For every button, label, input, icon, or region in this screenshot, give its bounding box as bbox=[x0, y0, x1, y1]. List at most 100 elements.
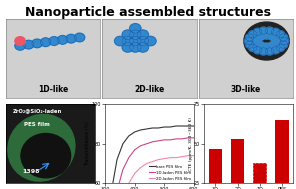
Circle shape bbox=[249, 31, 257, 38]
2D-laden PES film bbox=[163, 157, 166, 160]
Circle shape bbox=[279, 34, 288, 41]
Ellipse shape bbox=[8, 114, 75, 181]
Legend: bare PES film, 1D-laden PES film, 2D-laden PES film: bare PES film, 1D-laden PES film, 2D-lad… bbox=[148, 164, 192, 181]
bare PES film bbox=[174, 125, 178, 127]
Circle shape bbox=[15, 37, 25, 45]
Circle shape bbox=[276, 31, 284, 38]
Circle shape bbox=[271, 46, 280, 54]
Line: 2D-laden PES film: 2D-laden PES film bbox=[105, 156, 194, 189]
Circle shape bbox=[253, 46, 262, 54]
Text: 1D-like: 1D-like bbox=[38, 85, 68, 94]
Circle shape bbox=[244, 22, 289, 60]
Circle shape bbox=[122, 43, 133, 52]
bare PES film bbox=[139, 129, 142, 131]
2D-laden PES film bbox=[174, 156, 178, 159]
Circle shape bbox=[268, 42, 276, 49]
bare PES film bbox=[127, 135, 131, 137]
bare PES film bbox=[145, 128, 148, 130]
2D-laden PES film bbox=[145, 162, 148, 165]
1D-laden PES film bbox=[168, 139, 172, 141]
1D-laden PES film bbox=[174, 138, 178, 140]
1D-laden PES film bbox=[186, 137, 190, 139]
1D-laden PES film bbox=[121, 168, 125, 171]
Circle shape bbox=[245, 41, 254, 48]
bare PES film bbox=[121, 143, 125, 145]
1D-laden PES film bbox=[192, 137, 196, 139]
Circle shape bbox=[259, 27, 268, 34]
Circle shape bbox=[245, 34, 254, 41]
Text: 1398: 1398 bbox=[22, 169, 39, 174]
2D-laden PES film bbox=[151, 160, 154, 163]
2D-laden PES film bbox=[157, 159, 160, 161]
bare PES film bbox=[133, 131, 136, 133]
1D-laden PES film bbox=[133, 149, 136, 151]
Circle shape bbox=[23, 40, 34, 49]
bare PES film bbox=[157, 127, 160, 129]
Line: bare PES film: bare PES film bbox=[105, 126, 194, 189]
Circle shape bbox=[122, 36, 133, 46]
Circle shape bbox=[268, 33, 276, 40]
bare PES film bbox=[115, 159, 119, 161]
Circle shape bbox=[276, 44, 284, 51]
2D-laden PES film bbox=[186, 155, 190, 157]
2D-laden PES film bbox=[192, 155, 196, 157]
Bar bbox=[253, 163, 266, 189]
Circle shape bbox=[40, 38, 51, 46]
Y-axis label: Transmittance (%): Transmittance (%) bbox=[85, 121, 90, 166]
Circle shape bbox=[271, 39, 280, 46]
Circle shape bbox=[130, 36, 141, 46]
Circle shape bbox=[21, 133, 71, 178]
Circle shape bbox=[253, 36, 262, 43]
Bar bbox=[231, 139, 244, 189]
Circle shape bbox=[259, 48, 268, 55]
Circle shape bbox=[262, 43, 271, 50]
Circle shape bbox=[122, 30, 133, 40]
Circle shape bbox=[145, 36, 156, 46]
Circle shape bbox=[266, 48, 274, 55]
Circle shape bbox=[74, 33, 85, 42]
bare PES film bbox=[180, 125, 184, 127]
bare PES film bbox=[163, 126, 166, 128]
Circle shape bbox=[279, 41, 288, 48]
Text: ZrO₂@SiO₂-laden: ZrO₂@SiO₂-laden bbox=[13, 108, 62, 113]
1D-laden PES film bbox=[180, 138, 184, 140]
2D-laden PES film bbox=[127, 182, 131, 184]
Bar bbox=[275, 120, 289, 189]
Circle shape bbox=[57, 36, 68, 44]
Line: 1D-laden PES film: 1D-laden PES film bbox=[105, 138, 194, 189]
Text: PES film: PES film bbox=[24, 122, 50, 127]
Text: 3D-like: 3D-like bbox=[231, 85, 261, 94]
bare PES film bbox=[192, 125, 196, 127]
Circle shape bbox=[257, 33, 266, 40]
1D-laden PES film bbox=[139, 145, 142, 147]
1D-laden PES film bbox=[151, 141, 154, 143]
1D-laden PES film bbox=[157, 140, 160, 142]
Circle shape bbox=[280, 37, 289, 45]
2D-laden PES film bbox=[139, 166, 142, 169]
bare PES film bbox=[151, 127, 154, 129]
Circle shape bbox=[130, 30, 141, 40]
Circle shape bbox=[137, 43, 149, 52]
Circle shape bbox=[115, 36, 126, 46]
2D-laden PES film bbox=[133, 172, 136, 175]
Circle shape bbox=[130, 24, 141, 33]
Circle shape bbox=[32, 39, 42, 48]
Circle shape bbox=[253, 39, 262, 46]
Circle shape bbox=[66, 34, 76, 43]
Circle shape bbox=[130, 43, 141, 52]
Circle shape bbox=[15, 41, 25, 50]
Circle shape bbox=[244, 37, 253, 45]
bare PES film bbox=[168, 126, 172, 128]
Circle shape bbox=[271, 36, 280, 43]
Circle shape bbox=[253, 28, 262, 36]
Text: Nanoparticle assembled structures: Nanoparticle assembled structures bbox=[25, 6, 271, 19]
Circle shape bbox=[137, 36, 149, 46]
Circle shape bbox=[263, 32, 271, 39]
Bar bbox=[209, 149, 222, 189]
Y-axis label: CTE (ppm/K, 303~363 K): CTE (ppm/K, 303~363 K) bbox=[189, 117, 193, 171]
Circle shape bbox=[257, 42, 265, 49]
2D-laden PES film bbox=[180, 156, 184, 158]
Circle shape bbox=[249, 44, 257, 51]
bare PES film bbox=[186, 125, 190, 127]
Circle shape bbox=[49, 37, 59, 45]
